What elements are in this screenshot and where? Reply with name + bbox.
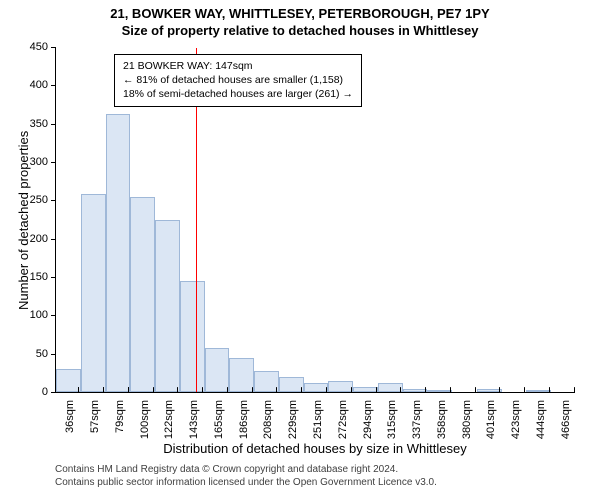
callout-box: 21 BOWKER WAY: 147sqm← 81% of detached h…: [114, 54, 362, 107]
footer-line2: Contains public sector information licen…: [55, 476, 437, 489]
x-tick: 229sqm: [287, 392, 299, 439]
y-tick: 450: [30, 41, 56, 53]
x-axis-label: Distribution of detached houses by size …: [55, 441, 575, 456]
x-tick: 423sqm: [510, 392, 522, 439]
callout-line3: 18% of semi-detached houses are larger (…: [123, 87, 353, 101]
x-tick: 100sqm: [139, 392, 151, 439]
x-tick: 208sqm: [262, 392, 274, 439]
x-tick: 143sqm: [188, 392, 200, 439]
x-tick: 57sqm: [89, 392, 101, 433]
histogram-bar: [155, 220, 180, 393]
x-tick: 358sqm: [436, 392, 448, 439]
footer-line1: Contains HM Land Registry data © Crown c…: [55, 463, 437, 476]
y-tick: 350: [30, 118, 56, 130]
x-tick: 444sqm: [535, 392, 547, 439]
x-tick: 186sqm: [238, 392, 250, 439]
x-tick: 380sqm: [461, 392, 473, 439]
attribution-footer: Contains HM Land Registry data © Crown c…: [55, 463, 437, 489]
y-axis-label: Number of detached properties: [16, 131, 31, 310]
histogram-bar: [378, 383, 403, 392]
y-tick: 250: [30, 194, 56, 206]
x-tick: 466sqm: [560, 392, 572, 439]
x-tick: 315sqm: [386, 392, 398, 439]
histogram-bar: [279, 377, 304, 392]
histogram-bar: [328, 381, 353, 393]
histogram-bar: [130, 197, 155, 393]
x-tick: 337sqm: [411, 392, 423, 439]
x-tick: 251sqm: [312, 392, 324, 439]
y-tick: 50: [36, 348, 56, 360]
y-tick: 200: [30, 233, 56, 245]
x-tick: 294sqm: [362, 392, 374, 439]
histogram-bar: [180, 281, 205, 392]
x-tick: 165sqm: [213, 392, 225, 439]
y-tick: 0: [42, 386, 56, 398]
x-tick: 401sqm: [485, 392, 497, 439]
x-tick: 79sqm: [114, 392, 126, 433]
histogram-bar: [106, 114, 131, 392]
page-title-line2: Size of property relative to detached ho…: [0, 23, 600, 40]
x-tick: 36sqm: [64, 392, 76, 433]
y-tick: 100: [30, 309, 56, 321]
y-tick: 150: [30, 271, 56, 283]
x-tick: 122sqm: [163, 392, 175, 439]
histogram-bar: [229, 358, 254, 393]
x-tick: 272sqm: [337, 392, 349, 439]
histogram-bar: [205, 348, 230, 392]
histogram-bar: [81, 194, 106, 392]
callout-line2: ← 81% of detached houses are smaller (1,…: [123, 73, 353, 87]
callout-line1: 21 BOWKER WAY: 147sqm: [123, 59, 353, 73]
y-tick: 300: [30, 156, 56, 168]
page-title-line1: 21, BOWKER WAY, WHITTLESEY, PETERBOROUGH…: [0, 6, 600, 23]
y-tick: 400: [30, 79, 56, 91]
histogram-bar: [304, 383, 329, 392]
